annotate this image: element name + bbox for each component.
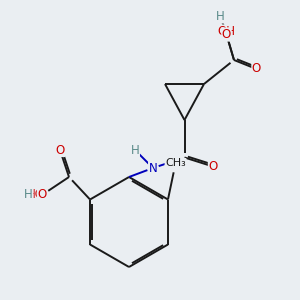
Text: HO: HO [27, 188, 45, 202]
Text: O: O [222, 28, 231, 41]
Text: O: O [208, 160, 217, 173]
Text: CH₃: CH₃ [165, 158, 186, 169]
Text: O: O [252, 62, 261, 76]
Text: OH: OH [218, 25, 236, 38]
Text: O: O [56, 143, 64, 157]
Text: H: H [24, 188, 33, 202]
Text: O: O [38, 188, 46, 202]
Text: H: H [130, 143, 140, 157]
Text: N: N [148, 161, 158, 175]
Text: H: H [216, 10, 225, 23]
